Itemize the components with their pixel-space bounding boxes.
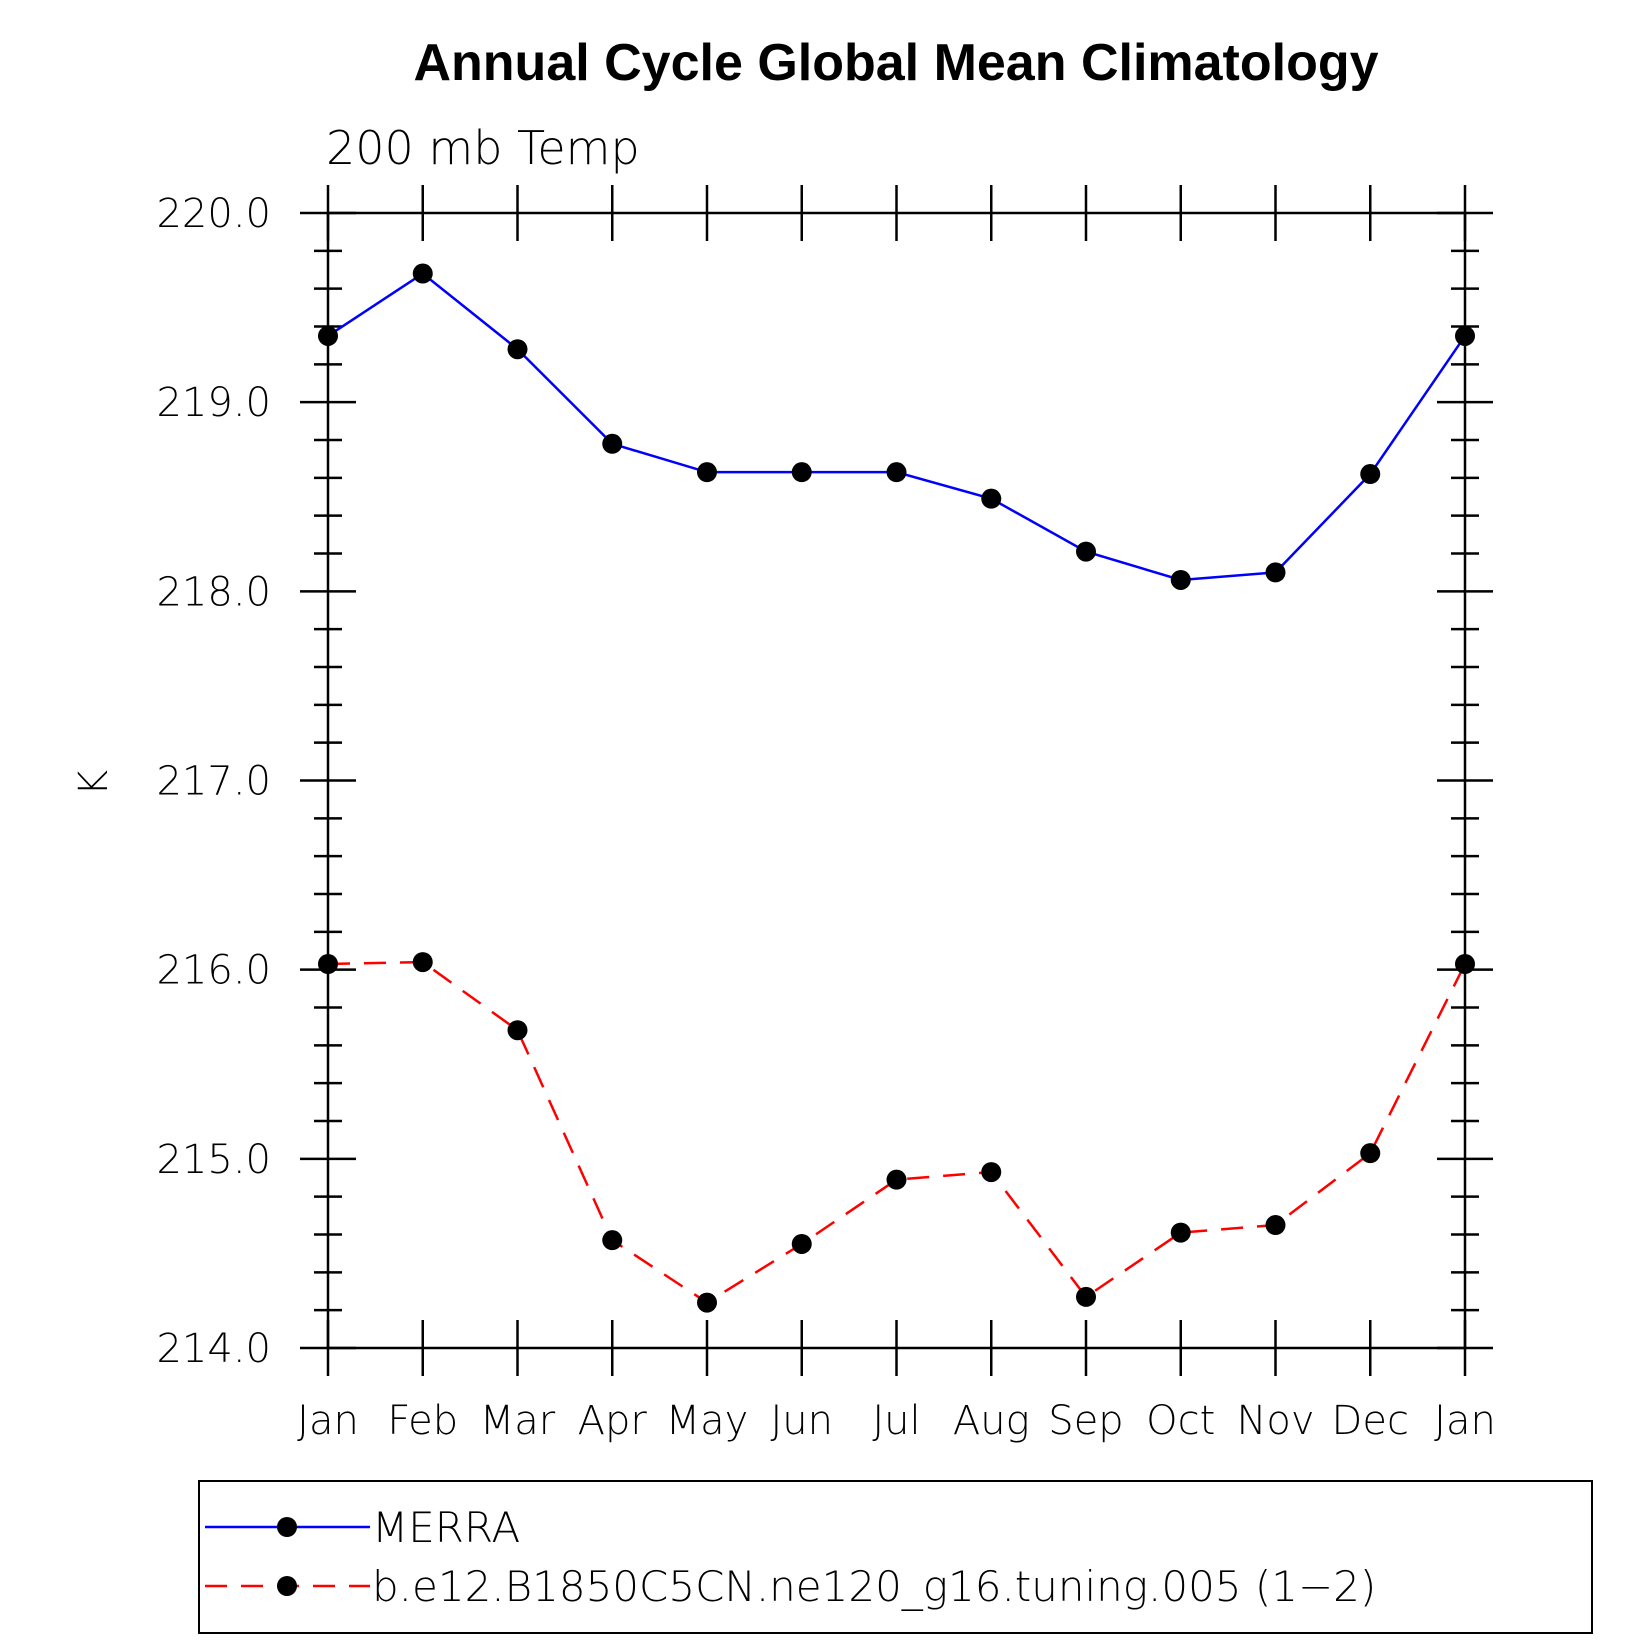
y-tick-label: 220.0	[156, 191, 271, 237]
series-1-point	[886, 462, 907, 483]
series-1-point	[981, 488, 1002, 509]
y-tick-label: 217.0	[156, 759, 271, 805]
series-2-point	[602, 1230, 623, 1251]
series-2-point	[697, 1292, 717, 1313]
series-line-2	[327, 960, 1467, 1305]
series-1-point	[1076, 541, 1096, 562]
x-tick-label: Jul	[872, 1398, 920, 1444]
series-2-point	[981, 1162, 1002, 1183]
series-1-point	[602, 433, 623, 454]
y-tick-label: 216.0	[156, 948, 271, 994]
series-1-point	[791, 462, 812, 483]
legend: MERRA b.e12.B1850C5CN.ne120_g16.tuning.00…	[198, 1480, 1593, 1634]
x-tick-label: Jun	[771, 1398, 834, 1444]
legend-marker-2	[277, 1576, 297, 1596]
series-1-point	[697, 462, 717, 483]
series-2-point	[1360, 1143, 1381, 1164]
series-1-point	[507, 339, 528, 360]
y-tick-label: 215.0	[156, 1137, 271, 1183]
legend-marker-1	[277, 1517, 297, 1537]
series-1-point	[1170, 569, 1191, 590]
chart-title: Annual Cycle Global Mean Climatology	[413, 34, 1378, 92]
series-1-point	[318, 325, 338, 346]
series-2-point	[507, 1020, 528, 1041]
chart-subtitle: 200 mb Temp	[326, 121, 640, 175]
series-line-1	[327, 271, 1467, 582]
series-2-point	[791, 1233, 812, 1254]
x-tick-label: Nov	[1236, 1398, 1314, 1444]
x-tick-label: May	[666, 1398, 749, 1444]
y-axis-label: K	[71, 770, 117, 796]
x-tick-label: Mar	[480, 1398, 556, 1444]
y-tick-label: 214.0	[156, 1326, 271, 1372]
series-2-point	[412, 952, 433, 973]
x-axis-ticks: Jan Feb Mar Apr May Jun Jul Aug Sep Oct Nov Dec Jan	[297, 185, 1496, 1444]
series-2-point	[1076, 1286, 1096, 1307]
x-tick-label: Sep	[1048, 1398, 1123, 1444]
series-2-point	[1265, 1215, 1286, 1236]
legend-label-2: b.e12.B1850C5CN.ne120_g16.tuning.005 (1−…	[372, 1562, 1376, 1611]
series-layer	[318, 263, 1475, 1313]
x-tick-label: Jan	[1434, 1398, 1496, 1444]
series-1-point	[412, 263, 433, 284]
x-tick-label: Apr	[578, 1398, 648, 1444]
series-2-point	[1170, 1222, 1191, 1243]
y-tick-label: 218.0	[156, 569, 271, 615]
legend-box	[198, 1480, 1593, 1634]
series-1-point	[1455, 325, 1475, 346]
series-2-point	[886, 1169, 907, 1190]
x-tick-label: Feb	[387, 1398, 458, 1444]
y-axis-ticks: 214.0 215.0 216.0 217.0 218.0 219.0 220.0	[156, 191, 1493, 1372]
x-tick-label: Jan	[297, 1398, 359, 1444]
series-1-point	[1360, 464, 1381, 485]
x-tick-label: Dec	[1332, 1398, 1409, 1444]
x-tick-label: Oct	[1146, 1398, 1215, 1444]
series-1-point	[1265, 562, 1286, 583]
x-tick-label: Aug	[953, 1398, 1030, 1444]
series-2-point	[1455, 953, 1475, 974]
y-tick-label: 219.0	[156, 380, 271, 426]
series-2-point	[318, 953, 338, 974]
legend-label-1: MERRA	[372, 1503, 520, 1552]
